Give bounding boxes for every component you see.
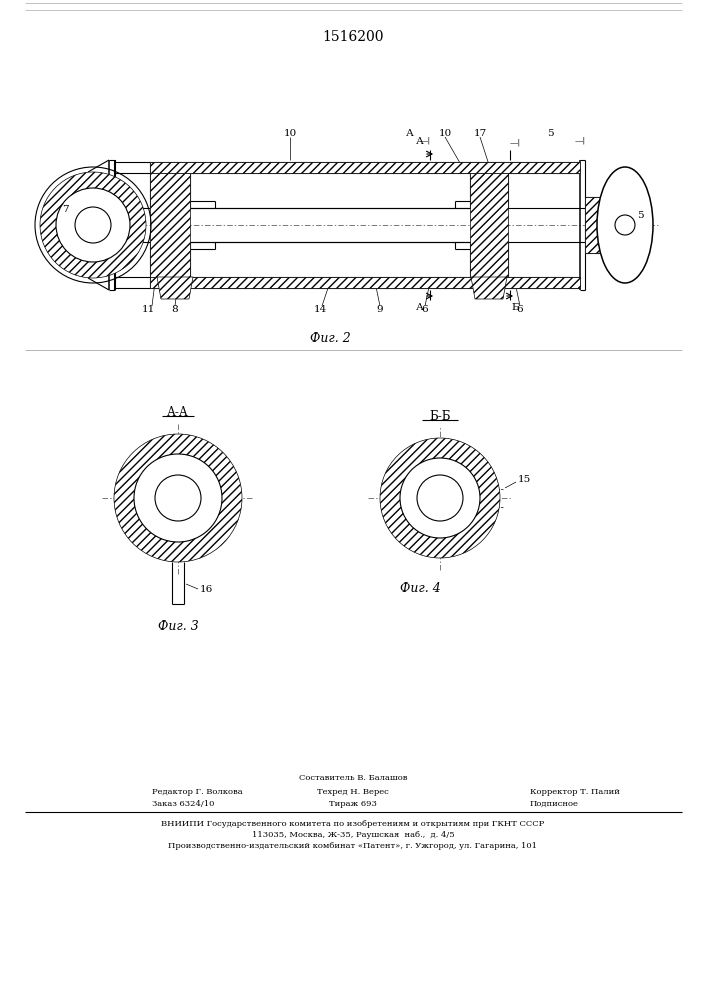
Text: Подписное: Подписное	[530, 800, 579, 808]
Text: Составитель В. Балашов: Составитель В. Балашов	[299, 774, 407, 782]
Polygon shape	[470, 173, 508, 277]
Circle shape	[40, 172, 146, 278]
Polygon shape	[150, 277, 580, 288]
Text: Корректор Т. Палий: Корректор Т. Палий	[530, 788, 620, 796]
Text: 14: 14	[313, 306, 327, 314]
Ellipse shape	[597, 167, 653, 283]
Text: Редактор Г. Волкова: Редактор Г. Волкова	[152, 788, 243, 796]
Text: 6: 6	[421, 306, 428, 314]
Text: 7: 7	[62, 205, 69, 214]
Text: Фиг. 3: Фиг. 3	[158, 620, 199, 634]
Polygon shape	[157, 277, 193, 299]
Text: 16: 16	[200, 585, 214, 594]
Polygon shape	[150, 162, 580, 173]
Text: —|: —|	[509, 138, 520, 146]
Circle shape	[56, 188, 130, 262]
Text: 17: 17	[474, 129, 486, 138]
Text: Заказ 6324/10: Заказ 6324/10	[152, 800, 214, 808]
Circle shape	[114, 434, 242, 562]
Text: Б-Б: Б-Б	[429, 410, 451, 422]
Text: 10: 10	[438, 129, 452, 138]
Text: 10: 10	[284, 129, 297, 138]
Text: —|: —|	[419, 136, 431, 144]
Circle shape	[155, 475, 201, 521]
Text: Техред Н. Верес: Техред Н. Верес	[317, 788, 389, 796]
Circle shape	[417, 475, 463, 521]
Text: 11: 11	[141, 306, 155, 314]
Circle shape	[380, 438, 500, 558]
Text: Б: Б	[511, 304, 519, 312]
Text: Фиг. 2: Фиг. 2	[310, 332, 351, 344]
Text: А: А	[416, 304, 424, 312]
Polygon shape	[150, 173, 190, 277]
Text: 1516200: 1516200	[322, 30, 384, 44]
Text: —|: —|	[574, 136, 585, 144]
Ellipse shape	[615, 215, 635, 235]
Text: А-А: А-А	[167, 406, 189, 418]
Text: Тираж 693: Тираж 693	[329, 800, 377, 808]
Text: Фиг. 4: Фиг. 4	[399, 582, 440, 594]
Text: 113035, Москва, Ж-35, Раушская  наб.,  д. 4/5: 113035, Москва, Ж-35, Раушская наб., д. …	[252, 831, 455, 839]
Text: ВНИИПИ Государственного комитета по изобретениям и открытиям при ГКНТ СССР: ВНИИПИ Государственного комитета по изоб…	[161, 820, 544, 828]
Circle shape	[134, 454, 222, 542]
Text: Производственно-издательский комбинат «Патент», г. Ужгород, ул. Гагарина, 101: Производственно-издательский комбинат «П…	[168, 842, 537, 850]
Text: 6: 6	[517, 306, 523, 314]
Polygon shape	[585, 197, 603, 253]
Text: А: А	[416, 137, 424, 146]
Text: 5: 5	[547, 129, 554, 138]
Text: 5: 5	[637, 211, 643, 220]
Text: А: А	[406, 129, 414, 138]
Text: 15: 15	[518, 476, 531, 485]
Text: 9: 9	[377, 306, 383, 314]
Circle shape	[400, 458, 480, 538]
Circle shape	[75, 207, 111, 243]
Polygon shape	[471, 277, 507, 299]
Text: 8: 8	[172, 306, 178, 314]
